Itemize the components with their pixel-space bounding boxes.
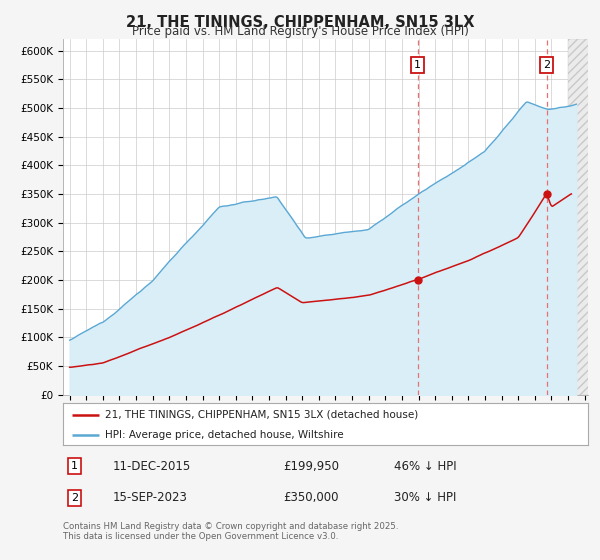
Text: 1: 1 (414, 60, 421, 70)
Text: 1: 1 (71, 461, 78, 472)
Text: £199,950: £199,950 (284, 460, 340, 473)
Text: 21, THE TININGS, CHIPPENHAM, SN15 3LX: 21, THE TININGS, CHIPPENHAM, SN15 3LX (126, 15, 474, 30)
Text: 2: 2 (71, 493, 78, 503)
Text: HPI: Average price, detached house, Wiltshire: HPI: Average price, detached house, Wilt… (105, 430, 344, 440)
Text: 21, THE TININGS, CHIPPENHAM, SN15 3LX (detached house): 21, THE TININGS, CHIPPENHAM, SN15 3LX (d… (105, 410, 418, 420)
Text: 2: 2 (543, 60, 550, 70)
Text: 11-DEC-2015: 11-DEC-2015 (113, 460, 191, 473)
Text: Contains HM Land Registry data © Crown copyright and database right 2025.
This d: Contains HM Land Registry data © Crown c… (63, 522, 398, 542)
Text: 15-SEP-2023: 15-SEP-2023 (113, 491, 188, 505)
Text: 30% ↓ HPI: 30% ↓ HPI (394, 491, 456, 505)
Text: Price paid vs. HM Land Registry's House Price Index (HPI): Price paid vs. HM Land Registry's House … (131, 25, 469, 38)
Text: 46% ↓ HPI: 46% ↓ HPI (394, 460, 457, 473)
Bar (568, 39, 600, 395)
Text: £350,000: £350,000 (284, 491, 339, 505)
